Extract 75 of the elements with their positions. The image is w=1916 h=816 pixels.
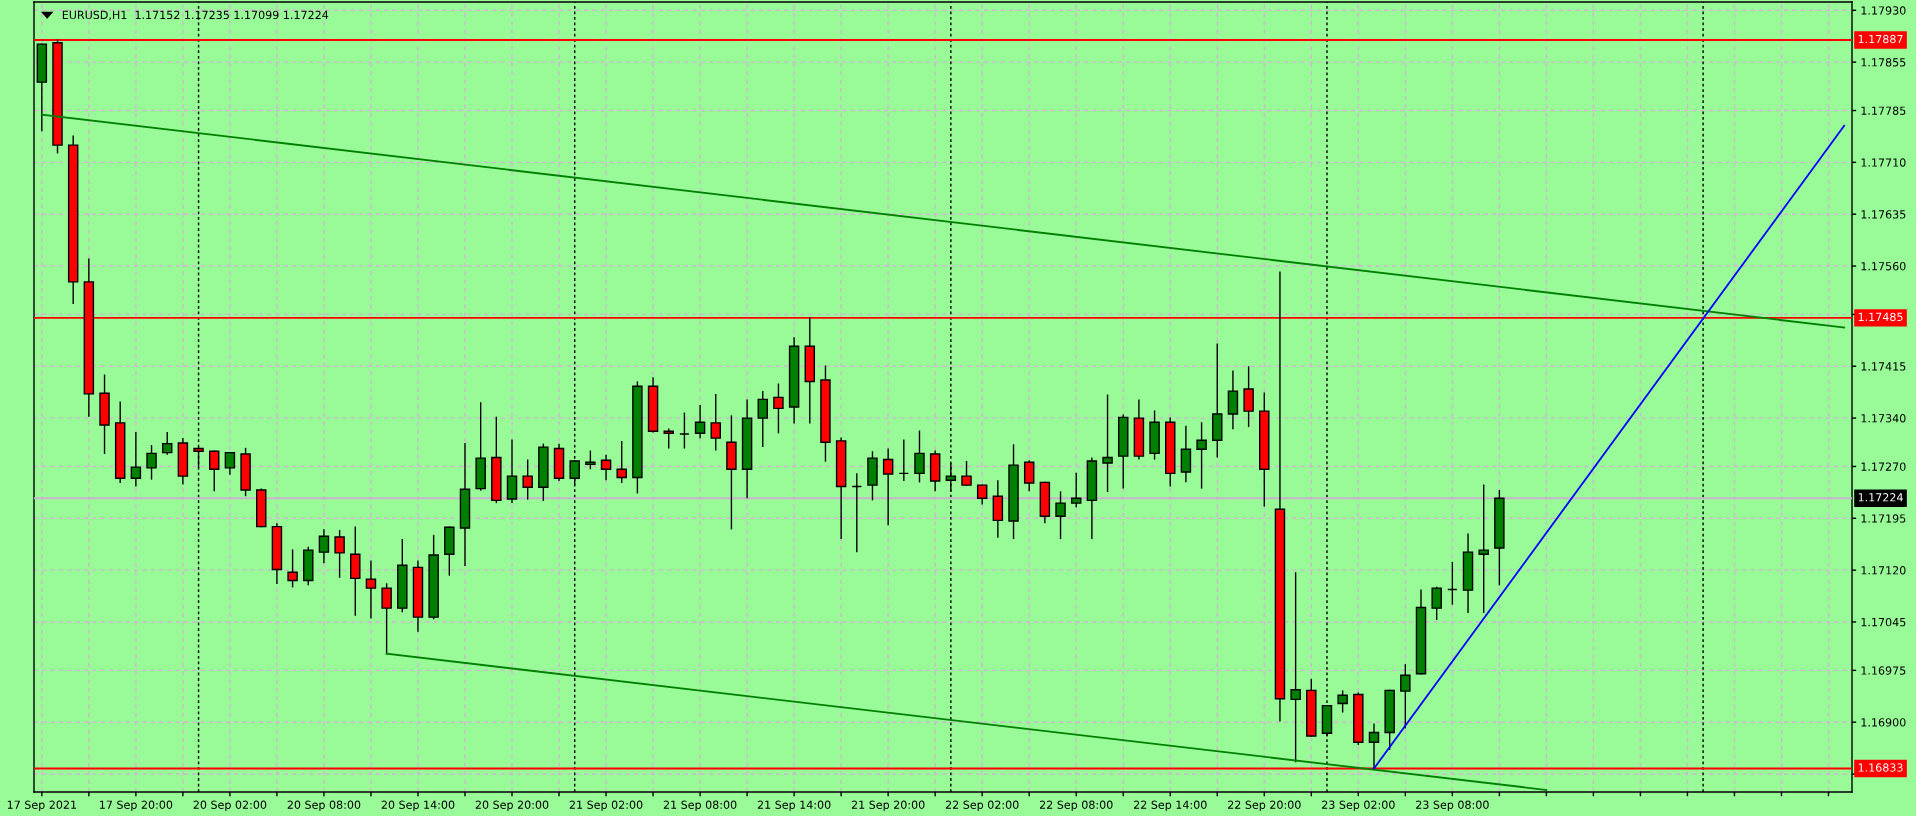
y-tick-label: 1.17195 — [1861, 514, 1906, 523]
x-tick-label: 20 Sep 20:00 — [475, 800, 549, 812]
x-tick-label: 20 Sep 14:00 — [381, 800, 455, 812]
candlestick — [1478, 484, 1489, 613]
x-tick-label: 21 Sep 02:00 — [569, 800, 643, 812]
candlestick — [130, 431, 142, 487]
candlestick — [208, 450, 220, 492]
x-tick-label: 20 Sep 08:00 — [287, 800, 361, 812]
candlestick — [1431, 586, 1442, 620]
ref-line-label: 1.17485 — [1858, 312, 1903, 322]
y-tick-label: 1.17340 — [1861, 414, 1906, 423]
candlestick — [679, 412, 690, 449]
candlestick — [663, 428, 674, 449]
x-tick-label: 21 Sep 20:00 — [851, 800, 925, 812]
candlestick — [961, 460, 972, 486]
ref-line-label: 1.16833 — [1858, 763, 1903, 772]
x-tick-label: 17 Sep 2021 — [7, 800, 77, 812]
candlestick — [506, 439, 518, 504]
candlestick — [710, 393, 721, 451]
candlestick — [1102, 394, 1113, 493]
y-tick-label: 1.16975 — [1861, 666, 1906, 675]
y-tick-label: 1.17785 — [1861, 106, 1906, 115]
y-tick-label: 1.17560 — [1861, 262, 1906, 271]
x-tick-label: 23 Sep 08:00 — [1416, 800, 1489, 812]
candlestick — [1447, 561, 1458, 605]
y-tick-label: 1.17045 — [1861, 617, 1906, 627]
x-tick-label: 22 Sep 08:00 — [1039, 800, 1113, 812]
candlestick — [522, 459, 533, 500]
candlestick — [365, 560, 377, 619]
candlestick — [1337, 690, 1348, 713]
candlestick — [1055, 491, 1066, 540]
y-tick-label: 1.16900 — [1861, 718, 1906, 727]
x-tick-label: 22 Sep 14:00 — [1133, 800, 1207, 812]
x-tick-label: 21 Sep 14:00 — [757, 800, 831, 812]
y-tick-label: 1.17635 — [1861, 210, 1906, 219]
candlestick — [1070, 472, 1082, 508]
candlestick — [1227, 370, 1239, 430]
x-tick-label: 22 Sep 02:00 — [945, 800, 1019, 812]
candlestick — [381, 583, 392, 655]
ref-line-label: 1.17887 — [1858, 34, 1903, 44]
text: EURUSD,H1 1.17152 1.17235 1.17099 1.17224 — [62, 10, 329, 21]
ref-line-label: 1.17224 — [1858, 493, 1903, 502]
candlestick — [773, 383, 784, 434]
candlestick — [224, 451, 236, 475]
candlestick — [334, 530, 345, 578]
y-tick-label: 1.17855 — [1861, 58, 1906, 67]
x-tick-label: 22 Sep 20:00 — [1228, 800, 1301, 812]
y-tick-label: 1.17270 — [1861, 462, 1906, 471]
candlestick — [1023, 460, 1035, 492]
candlestick — [1180, 425, 1192, 483]
candlestick — [694, 404, 706, 439]
y-tick-label: 1.17930 — [1861, 6, 1906, 15]
candlestick — [976, 484, 988, 505]
candlestick — [1243, 366, 1254, 428]
candlestick — [287, 549, 298, 588]
y-tick-label: 1.17120 — [1861, 566, 1906, 575]
candlestick — [600, 454, 612, 481]
x-tick-label: 20 Sep 02:00 — [193, 800, 267, 812]
candlestick — [1196, 422, 1207, 489]
x-tick-label: 21 Sep 08:00 — [663, 800, 737, 812]
candlestick — [898, 439, 910, 481]
candlestick — [914, 430, 925, 483]
y-tick-label: 1.17415 — [1861, 362, 1906, 371]
candlestick — [757, 391, 769, 448]
x-tick-label: 23 Sep 02:00 — [1322, 800, 1395, 812]
candlestick — [882, 448, 894, 526]
x-tick-label: 17 Sep 20:00 — [100, 800, 173, 812]
candlestick — [146, 445, 157, 480]
candlestick — [1368, 723, 1380, 770]
candlestick — [161, 431, 173, 455]
y-tick-label: 1.17710 — [1861, 158, 1906, 167]
candlestick — [1400, 664, 1411, 729]
candlestick — [851, 473, 863, 553]
candlestick — [318, 529, 330, 564]
candlestick — [616, 440, 627, 484]
